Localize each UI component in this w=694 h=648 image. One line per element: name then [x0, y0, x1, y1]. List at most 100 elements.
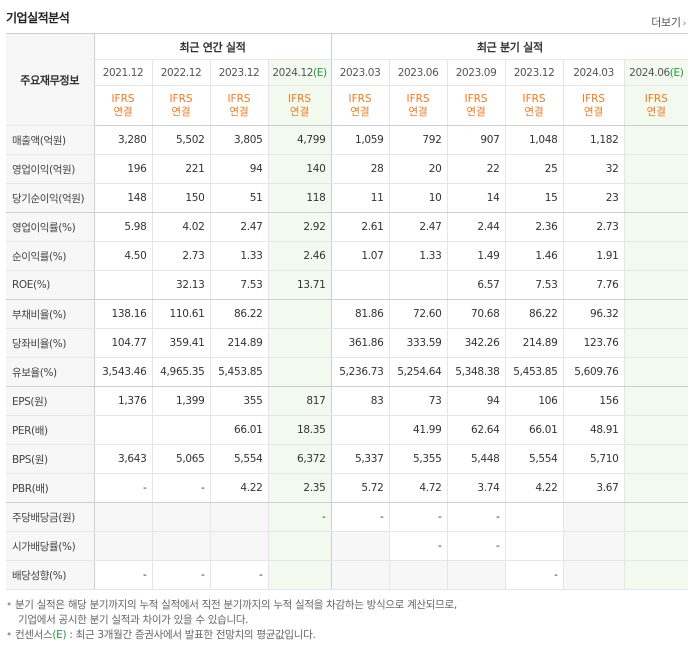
- table-row: BPS(원) 3,643 5,065 5,554 6,372 5,337 5,355 5,44…: [6, 444, 689, 474]
- table-cell: 196: [94, 154, 153, 184]
- ifrs-header: IFRS 연결: [268, 85, 332, 126]
- table-cell: 22: [447, 154, 506, 184]
- row-label: 영업이익률(%): [6, 212, 95, 242]
- table-row: 순이익률(%) 4.50 2.73 1.33 2.46 1.07 1.33 1.49 1.46 1…: [6, 241, 689, 271]
- table-cell: 5,337: [331, 444, 390, 474]
- ifrs-header: IFRS 연결: [94, 85, 153, 126]
- table-cell: -: [152, 560, 211, 590]
- table-cell: 817: [268, 386, 332, 416]
- table-cell: 62.64: [447, 415, 506, 445]
- table-cell: 10: [389, 183, 448, 213]
- period-header: 2024.06(E): [624, 59, 689, 86]
- table-cell: [389, 560, 448, 590]
- table-cell: [624, 502, 689, 532]
- table-cell: [624, 531, 689, 561]
- period-header: 2023.09: [447, 59, 506, 86]
- table-cell: 1.91: [563, 241, 625, 271]
- row-label: 시가배당률(%): [6, 531, 95, 561]
- table-cell: 4.22: [505, 473, 564, 503]
- table-row: ROE(%) 32.13 7.53 13.71 6.57 7.53 7.76: [6, 270, 689, 300]
- consolidated-label: 연결: [289, 105, 310, 118]
- table-cell: [331, 560, 390, 590]
- table-cell: 4.22: [210, 473, 269, 503]
- table-row: 영업이익(억원) 196 221 94 140 28 20 22 25 32: [6, 154, 689, 184]
- row-label: 배당성향(%): [6, 560, 95, 590]
- table-cell: -: [331, 502, 390, 532]
- table-cell: 5,554: [505, 444, 564, 474]
- table-cell: 48.91: [563, 415, 625, 445]
- table-row: 배당성향(%) - - - -: [6, 560, 689, 590]
- table-row: 부채비율(%) 138.16 110.61 86.22 81.86 72.60 70.68 8…: [6, 299, 689, 329]
- ifrs-label: IFRS: [169, 92, 193, 105]
- table-cell: [268, 299, 332, 329]
- table-cell: 2.36: [505, 212, 564, 242]
- table-cell: 86.22: [505, 299, 564, 329]
- ifrs-header: IFRS 연결: [563, 85, 625, 126]
- consolidated-label: 연결: [229, 105, 249, 118]
- table-cell: [268, 531, 332, 561]
- table-cell: [268, 560, 332, 590]
- table-cell: 214.89: [210, 328, 269, 358]
- table-cell: 66.01: [210, 415, 269, 445]
- table-cell: 214.89: [505, 328, 564, 358]
- table-cell: [447, 560, 506, 590]
- chevron-right-icon: ›: [682, 19, 687, 29]
- period-header: 2023.12: [210, 59, 269, 86]
- ifrs-label: IFRS: [522, 92, 546, 105]
- table-cell: 15: [505, 183, 564, 213]
- table-cell: -: [389, 502, 448, 532]
- ifrs-label: IFRS: [287, 92, 312, 105]
- estimate-mark: (E): [313, 66, 327, 79]
- ifrs-label: IFRS: [581, 92, 606, 105]
- table-cell: -: [152, 473, 211, 503]
- table-cell: 359.41: [152, 328, 211, 358]
- table-cell: 5,448: [447, 444, 506, 474]
- table-cell: 4.72: [389, 473, 448, 503]
- row-label: 영업이익(억원): [6, 154, 95, 184]
- table-cell: 907: [447, 125, 506, 155]
- table-row: PBR(배) - -4.22 2.35 5.72 4.72 3.74 4.22 3.67: [6, 473, 689, 503]
- ifrs-label: IFRS: [464, 92, 488, 105]
- table-cell: 1.07: [331, 241, 390, 271]
- table-cell: 2.46: [268, 241, 332, 271]
- table-cell: [505, 531, 564, 561]
- table-cell: 3.74: [447, 473, 506, 503]
- table-cell: 2.47: [210, 212, 269, 242]
- table-cell: -: [94, 473, 153, 503]
- table-cell: 5,355: [389, 444, 448, 474]
- ifrs-label: IFRS: [227, 92, 251, 105]
- table-cell: -: [447, 502, 506, 532]
- ifrs-header: IFRS 연결: [624, 85, 689, 126]
- table-cell: 5.98: [94, 212, 153, 242]
- row-label: BPS(원): [6, 444, 95, 474]
- consolidated-label: 연결: [583, 105, 604, 118]
- table-cell: 355: [210, 386, 269, 416]
- table-cell: 5,254.64: [389, 357, 448, 387]
- more-link[interactable]: 더보기 ›: [651, 14, 686, 30]
- table-cell: 23: [563, 183, 625, 213]
- table-cell: 110.61: [152, 299, 211, 329]
- table-cell: 81.86: [331, 299, 390, 329]
- table-cell: 4,799: [268, 125, 332, 155]
- table-cell: [505, 502, 564, 532]
- table-cell: 18.35: [268, 415, 332, 445]
- table-cell: 7.53: [505, 270, 564, 300]
- table-cell: 2.47: [389, 212, 448, 242]
- row-label: 당좌비율(%): [6, 328, 95, 358]
- table-cell: [563, 531, 625, 561]
- table-cell: 1,048: [505, 125, 564, 155]
- table-cell: [624, 241, 689, 271]
- table-cell: -: [505, 560, 564, 590]
- group-quarterly: 최근 분기 실적: [331, 33, 689, 60]
- ifrs-row: IFRS 연결 IFRS 연결 IFRS 연결 IFRS 연결 IFRS 연결 IFRS 연결 IFRS…: [6, 85, 689, 126]
- table-cell: 1.46: [505, 241, 564, 271]
- section-title: 기업실적분석: [6, 11, 70, 25]
- table-row: EPS(원) 1,376 1,399 355 817 83 73 94 106 156: [6, 386, 689, 416]
- table-cell: 3,805: [210, 125, 269, 155]
- ifrs-header: IFRS 연결: [210, 85, 269, 126]
- table-row: 매출액(억원) 3,280 5,502 3,805 4,799 1,059 792 907 1,…: [6, 125, 689, 155]
- table-cell: 2.73: [563, 212, 625, 242]
- period-label: 2023.12: [513, 66, 555, 79]
- table-cell: 333.59: [389, 328, 448, 358]
- table-cell: 3,543.46: [94, 357, 153, 387]
